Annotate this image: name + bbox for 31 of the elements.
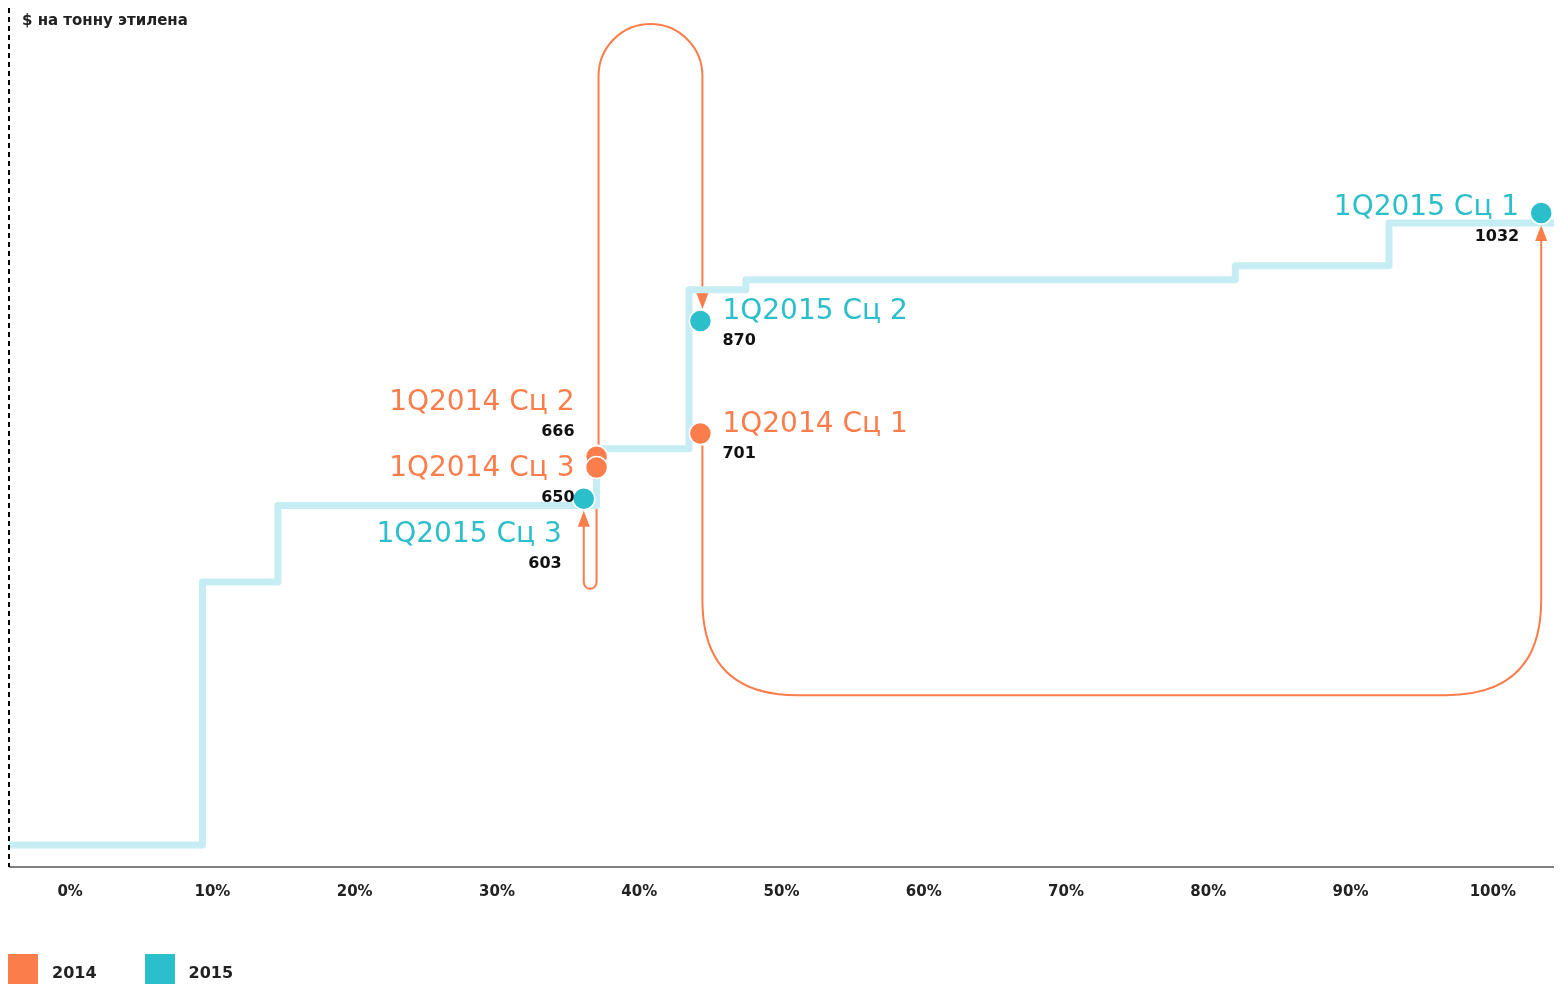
x-tick-label: 90%: [1332, 881, 1369, 900]
x-tick-label: 20%: [336, 881, 373, 900]
data-label: 603: [528, 553, 562, 573]
x-tick-label: 80%: [1190, 881, 1227, 900]
x-tick-label: 60%: [905, 881, 942, 900]
point: [572, 487, 596, 511]
point: [584, 455, 609, 480]
legend-label: 2015: [188, 962, 234, 982]
annotation: 1Q2015 Сц 2: [722, 292, 908, 326]
x-tick-label: 50%: [763, 881, 800, 900]
point: [688, 309, 713, 333]
x-tick-label: 70%: [1048, 881, 1084, 900]
x-tick-label: 30%: [479, 881, 515, 900]
annotation: 1Q2015 Сц 1: [1333, 189, 1520, 223]
point: [688, 421, 713, 446]
data-label: 650: [541, 487, 575, 507]
data-label: 701: [722, 442, 756, 462]
x-tick-label: 10%: [194, 881, 231, 900]
annotation: 1Q2015 Сц 3: [376, 516, 562, 550]
data-label: 870: [722, 329, 756, 349]
x-tick-label: 40%: [621, 881, 658, 900]
data-label: 666: [541, 421, 575, 441]
legend-label: 2014: [52, 962, 97, 982]
point: [1529, 201, 1553, 225]
data-label: 1032: [1474, 226, 1520, 246]
annotation: 1Q2014 Сц 2: [389, 384, 575, 418]
x-tick-label: 0%: [57, 881, 83, 900]
annotation: 1Q2014 Сц 3: [389, 450, 575, 484]
y-axis-title: $ на тонну этилена: [22, 11, 188, 29]
annotation: 1Q2014 Сц 1: [722, 405, 908, 439]
x-tick-label: 100%: [1469, 881, 1516, 900]
